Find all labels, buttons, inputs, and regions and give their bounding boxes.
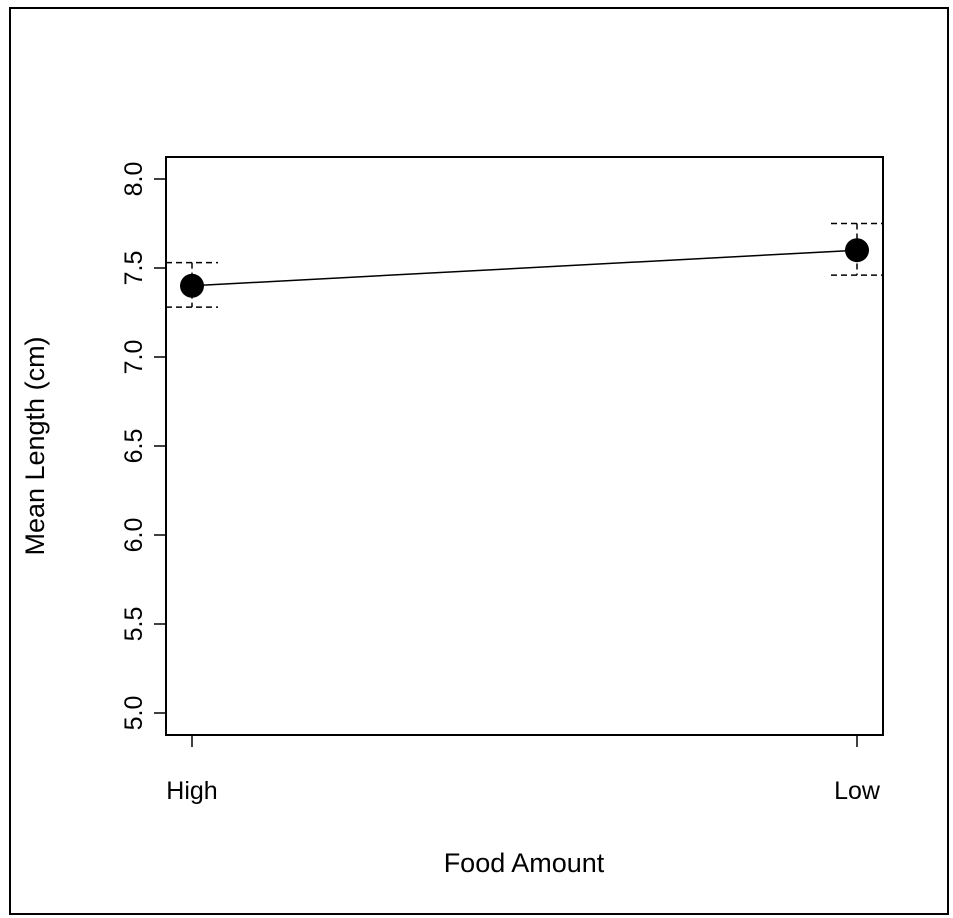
series-line: [191, 249, 858, 287]
data-point: [180, 273, 204, 298]
y-axis: 5.0 5.5 6.0 6.5 7.0 7.5 8.0: [120, 162, 167, 731]
y-tick-label: 7.5: [120, 251, 148, 286]
data-series: [166, 222, 883, 308]
data-point: [845, 238, 869, 263]
y-tick-label: 6.0: [120, 518, 148, 553]
y-tick-label: 8.0: [120, 162, 148, 197]
y-tick-label: 6.5: [120, 429, 148, 464]
y-tick-label: 5.5: [120, 607, 148, 642]
x-axis: High Low: [166, 734, 881, 805]
x-axis-label: Food Amount: [444, 848, 605, 878]
y-axis-label: Mean Length (cm): [20, 336, 50, 555]
y-tick-label: 7.0: [120, 340, 148, 375]
plot-area: [165, 156, 884, 736]
x-tick-label: High: [166, 777, 217, 805]
y-tick-label: 5.0: [120, 696, 148, 731]
x-tick-label: Low: [834, 777, 881, 805]
